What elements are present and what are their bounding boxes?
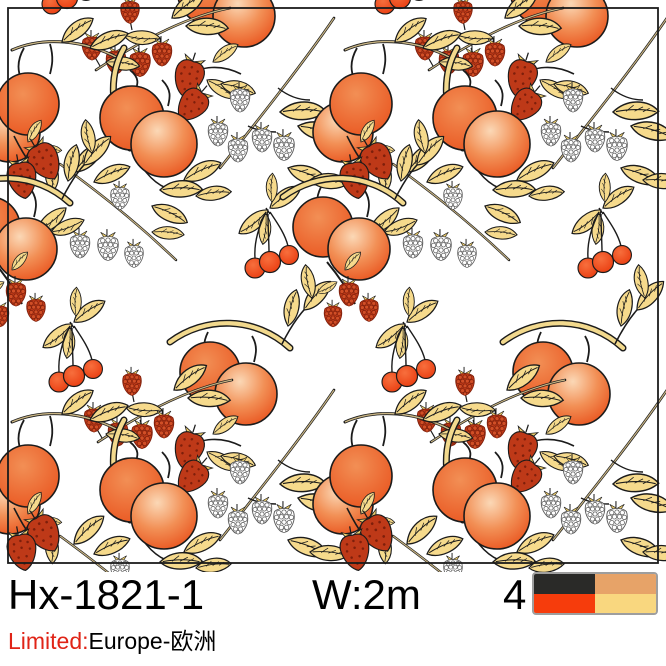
colorway-cell-tan	[595, 574, 656, 594]
colorway-cell-red	[534, 593, 595, 613]
swatch-border	[7, 7, 659, 564]
fabric-swatch-image	[0, 0, 666, 572]
limited-availability: Limited:Europe-欧洲	[8, 628, 216, 654]
fabric-width: W:2m	[312, 571, 421, 618]
fabric-pattern-svg	[0, 0, 666, 572]
colorway-count: 4	[503, 571, 527, 618]
colorway-cell-black	[534, 574, 595, 594]
product-code: Hx-1821-1	[8, 571, 205, 618]
limited-region: Europe-欧洲	[88, 628, 217, 654]
colorway-cell-yellow	[595, 593, 656, 613]
limited-label: Limited:	[8, 628, 89, 654]
colorway-swatch	[532, 572, 658, 615]
